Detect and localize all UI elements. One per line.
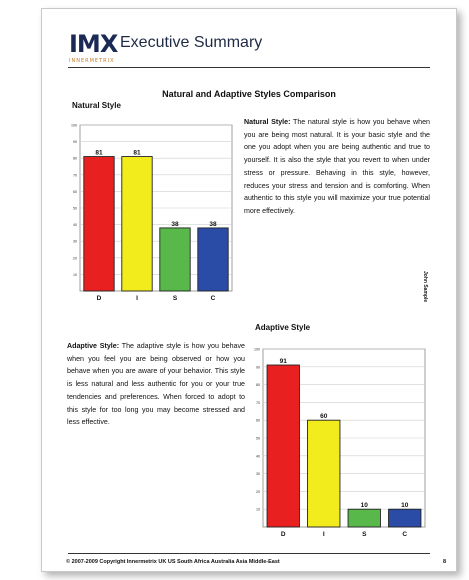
adaptive-chart-category-label: S [362,531,367,538]
natural-chart-bar-s [159,227,191,292]
natural-style-lead: Natural Style: [244,118,291,126]
natural-chart-ytick-label: 20 [73,256,77,260]
natural-chart-value-label: 38 [209,221,217,228]
adaptive-chart-ytick-label: 70 [256,401,260,405]
adaptive-style-description: Adaptive Style: The adaptive style is ho… [67,340,245,429]
innermetrix-logo: IMX INNERMETRIX [69,30,118,64]
natural-chart-ytick-label: 40 [73,223,77,227]
adaptive-chart-category-label: C [402,531,407,538]
natural-chart-bar-d [83,156,115,292]
page-title: Executive Summary [120,34,263,51]
adaptive-chart-ytick-label: 50 [256,437,260,441]
natural-style-chart: 10 20 30 40 50 60 70 80 90 100 81 D 81 I 38 S 38 C [71,124,233,302]
page-number: 8 [443,559,447,565]
adaptive-chart-value-label: 10 [361,502,369,509]
natural-chart-value-label: 81 [133,150,141,157]
adaptive-chart-label: Adaptive Style [255,323,311,332]
adaptive-chart-ytick-label: 30 [256,472,260,476]
adaptive-chart-ytick-label: 80 [256,383,260,387]
side-name-text: John Sample [422,271,428,303]
natural-chart-bar-i [121,156,153,292]
natural-chart-ytick-label: 100 [71,124,77,128]
adaptive-style-lead: Adaptive Style: [67,342,120,350]
natural-chart-label: Natural Style [72,101,121,110]
adaptive-chart-category-label: D [281,531,286,538]
adaptive-chart-ytick-label: 20 [256,490,260,494]
natural-chart-ytick-label: 10 [73,273,77,277]
natural-chart-value-label: 38 [171,221,179,228]
adaptive-chart-bar-s [347,508,381,528]
natural-chart-bar-c [197,227,229,292]
natural-chart-ytick-label: 80 [73,157,77,161]
adaptive-chart-value-label: 60 [320,413,328,420]
natural-chart-category-label: C [211,295,216,302]
adaptive-chart-value-label: 91 [280,358,288,365]
natural-chart-ytick-label: 60 [73,190,77,194]
report-page: IMX INNERMETRIX Executive Summary Natura… [41,8,457,572]
natural-chart-category-label: S [173,295,178,302]
natural-chart-ytick-label: 30 [73,240,77,244]
footer-rule [68,553,430,554]
natural-chart-ytick-label: 70 [73,173,77,177]
header-rule [68,67,430,68]
natural-chart-ytick-label: 50 [73,207,77,211]
adaptive-chart-ytick-label: 60 [256,419,260,423]
logo-letters: IMX [69,30,118,58]
adaptive-chart-value-label: 10 [401,502,409,509]
adaptive-chart-bar-c [388,508,422,528]
adaptive-chart-ytick-label: 10 [256,508,260,512]
logo-subtext: INNERMETRIX [69,58,115,64]
document-title: Natural and Adaptive Styles Comparison [162,89,336,99]
natural-style-description: Natural Style: The natural style is how … [244,116,430,218]
adaptive-chart-ytick-label: 100 [254,348,260,352]
adaptive-style-text: The adaptive style is how you behave whe… [67,342,245,427]
adaptive-chart-ytick-label: 90 [256,365,260,369]
natural-chart-category-label: I [136,295,138,302]
adaptive-chart-bar-i [307,419,341,528]
adaptive-chart-category-label: I [323,531,325,538]
natural-chart-ytick-label: 90 [73,140,77,144]
natural-style-text: The natural style is how you behave when… [244,118,430,215]
adaptive-chart-ytick-label: 40 [256,454,260,458]
adaptive-style-chart: 10 20 30 40 50 60 70 80 90 100 91 D 60 I 10 S 10 C [254,348,426,538]
natural-chart-category-label: D [97,295,102,302]
footer-copyright: © 2007-2009 Copyright Innermetrix UK US … [66,559,280,565]
adaptive-chart-bar-d [266,364,300,528]
natural-chart-value-label: 81 [95,150,103,157]
